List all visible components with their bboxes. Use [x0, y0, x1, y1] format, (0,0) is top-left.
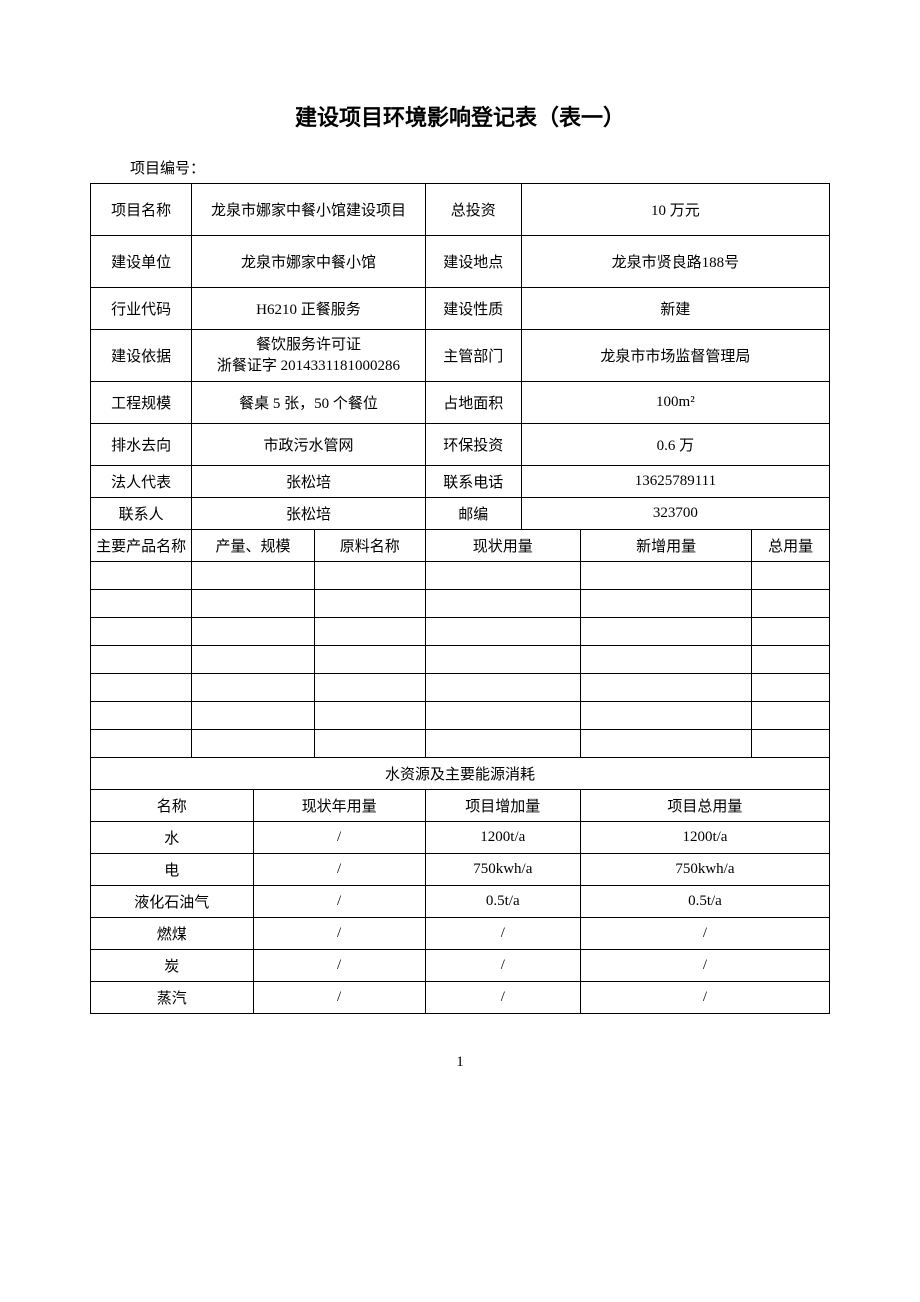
- label-phone: 联系电话: [425, 466, 521, 498]
- table-row: [91, 618, 192, 646]
- energy-row-total: /: [580, 982, 829, 1014]
- value-nature: 新建: [521, 288, 829, 330]
- value-basis: 餐饮服务许可证浙餐证字 2014331181000286: [192, 330, 425, 382]
- table-row: [91, 646, 192, 674]
- label-total-investment: 总投资: [425, 184, 521, 236]
- energy-row-name: 液化石油气: [91, 886, 254, 918]
- col-product-name: 主要产品名称: [91, 530, 192, 562]
- label-construction-unit: 建设单位: [91, 236, 192, 288]
- value-department: 龙泉市市场监督管理局: [521, 330, 829, 382]
- energy-col-name: 名称: [91, 790, 254, 822]
- energy-row-name: 蒸汽: [91, 982, 254, 1014]
- label-legal-rep: 法人代表: [91, 466, 192, 498]
- col-material-name: 原料名称: [314, 530, 425, 562]
- label-department: 主管部门: [425, 330, 521, 382]
- energy-row-increase: 1200t/a: [425, 822, 580, 854]
- energy-row-current: /: [253, 822, 425, 854]
- energy-col-increase: 项目增加量: [425, 790, 580, 822]
- col-output: 产量、规模: [192, 530, 315, 562]
- page-number: 1: [90, 1054, 830, 1071]
- col-total-usage: 总用量: [752, 530, 830, 562]
- value-legal-rep: 张松培: [192, 466, 425, 498]
- energy-row-increase: /: [425, 918, 580, 950]
- energy-row-increase: 0.5t/a: [425, 886, 580, 918]
- energy-row-total: /: [580, 950, 829, 982]
- energy-row-current: /: [253, 918, 425, 950]
- project-number-label: 项目编号：: [130, 157, 830, 178]
- col-current-usage: 现状用量: [425, 530, 580, 562]
- energy-row-increase: 750kwh/a: [425, 854, 580, 886]
- table-row: [91, 730, 192, 758]
- label-scale: 工程规模: [91, 382, 192, 424]
- energy-row-increase: /: [425, 982, 580, 1014]
- label-drainage: 排水去向: [91, 424, 192, 466]
- energy-section-title: 水资源及主要能源消耗: [91, 758, 830, 790]
- value-scale: 餐桌 5 张，50 个餐位: [192, 382, 425, 424]
- value-contact: 张松培: [192, 498, 425, 530]
- label-contact: 联系人: [91, 498, 192, 530]
- value-project-name: 龙泉市娜家中餐小馆建设项目: [192, 184, 425, 236]
- label-postcode: 邮编: [425, 498, 521, 530]
- energy-row-total: 750kwh/a: [580, 854, 829, 886]
- energy-row-increase: /: [425, 950, 580, 982]
- label-nature: 建设性质: [425, 288, 521, 330]
- label-industry-code: 行业代码: [91, 288, 192, 330]
- energy-row-name: 炭: [91, 950, 254, 982]
- registration-table: 项目名称 龙泉市娜家中餐小馆建设项目 总投资 10 万元 建设单位 龙泉市娜家中…: [90, 183, 830, 1014]
- energy-row-name: 电: [91, 854, 254, 886]
- label-env-investment: 环保投资: [425, 424, 521, 466]
- energy-row-current: /: [253, 950, 425, 982]
- energy-row-current: /: [253, 854, 425, 886]
- value-total-investment: 10 万元: [521, 184, 829, 236]
- energy-col-total: 项目总用量: [580, 790, 829, 822]
- col-new-usage: 新增用量: [580, 530, 751, 562]
- energy-row-total: 0.5t/a: [580, 886, 829, 918]
- value-drainage: 市政污水管网: [192, 424, 425, 466]
- label-location: 建设地点: [425, 236, 521, 288]
- energy-row-total: 1200t/a: [580, 822, 829, 854]
- value-env-investment: 0.6 万: [521, 424, 829, 466]
- table-row: [91, 562, 192, 590]
- energy-row-name: 水: [91, 822, 254, 854]
- value-industry-code: H6210 正餐服务: [192, 288, 425, 330]
- energy-row-total: /: [580, 918, 829, 950]
- table-row: [91, 590, 192, 618]
- value-construction-unit: 龙泉市娜家中餐小馆: [192, 236, 425, 288]
- document-title: 建设项目环境影响登记表（表一）: [90, 100, 830, 132]
- value-area: 100m²: [521, 382, 829, 424]
- label-area: 占地面积: [425, 382, 521, 424]
- energy-row-current: /: [253, 982, 425, 1014]
- value-location: 龙泉市贤良路188号: [521, 236, 829, 288]
- label-project-name: 项目名称: [91, 184, 192, 236]
- value-phone: 13625789111: [521, 466, 829, 498]
- energy-row-current: /: [253, 886, 425, 918]
- value-postcode: 323700: [521, 498, 829, 530]
- table-row: [91, 702, 192, 730]
- energy-col-current: 现状年用量: [253, 790, 425, 822]
- table-row: [91, 674, 192, 702]
- energy-row-name: 燃煤: [91, 918, 254, 950]
- label-basis: 建设依据: [91, 330, 192, 382]
